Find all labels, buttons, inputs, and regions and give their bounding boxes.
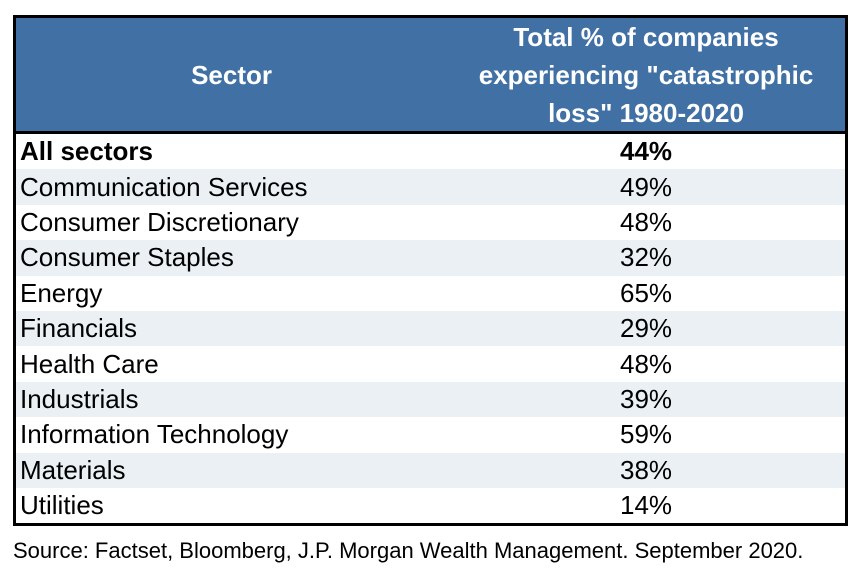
table-row: Energy 65% bbox=[16, 275, 845, 311]
table-row: Information Technology 59% bbox=[16, 417, 845, 453]
table-row: All sectors 44% bbox=[16, 134, 845, 170]
table-row: Communication Services 49% bbox=[16, 169, 845, 205]
table-row: Health Care 48% bbox=[16, 346, 845, 382]
sector-cell: Utilities bbox=[20, 490, 104, 521]
sector-cell: Information Technology bbox=[20, 419, 289, 450]
value-cell: 44% bbox=[620, 136, 673, 167]
value-cell: 49% bbox=[620, 171, 673, 202]
sector-cell: Energy bbox=[20, 277, 103, 308]
table-row: Financials 29% bbox=[16, 310, 845, 347]
column-header-total-percent: Total % of companies experiencing "catas… bbox=[447, 18, 845, 132]
sector-cell: Communication Services bbox=[20, 171, 308, 202]
table-row: Utilities 14% bbox=[16, 487, 845, 524]
sector-cell: Health Care bbox=[20, 348, 159, 379]
value-cell: 38% bbox=[620, 454, 673, 485]
sector-cell: Materials bbox=[20, 454, 126, 485]
value-cell: 29% bbox=[620, 313, 673, 344]
column-header-sector-label: Sector bbox=[191, 59, 272, 90]
value-cell: 48% bbox=[620, 348, 673, 379]
value-cell: 14% bbox=[620, 490, 673, 521]
value-cell: 32% bbox=[620, 242, 673, 273]
table-body: All sectors 44% Communication Services 4… bbox=[16, 134, 845, 524]
value-cell: 39% bbox=[620, 383, 673, 414]
table-row: Materials 38% bbox=[16, 452, 845, 488]
value-cell: 48% bbox=[620, 206, 673, 237]
sector-cell: Industrials bbox=[20, 383, 139, 414]
table-row: Consumer Discretionary 48% bbox=[16, 204, 845, 241]
value-cell: 59% bbox=[620, 419, 673, 450]
source-note: Source: Factset, Bloomberg, J.P. Morgan … bbox=[13, 538, 804, 563]
value-cell: 65% bbox=[620, 277, 673, 308]
sector-cell: Consumer Staples bbox=[20, 242, 234, 273]
column-header-total-percent-label: Total % of companies experiencing "catas… bbox=[478, 21, 814, 128]
column-header-sector: Sector bbox=[16, 56, 447, 94]
table-header-row: Sector Total % of companies experiencing… bbox=[16, 18, 845, 134]
table-row: Consumer Staples 32% bbox=[16, 240, 845, 276]
table-row: Industrials 39% bbox=[16, 381, 845, 418]
sector-cell: Financials bbox=[20, 313, 138, 344]
catastrophic-loss-table: Sector Total % of companies experiencing… bbox=[13, 15, 848, 527]
sector-cell: Consumer Discretionary bbox=[20, 206, 299, 237]
sector-cell: All sectors bbox=[20, 136, 153, 167]
